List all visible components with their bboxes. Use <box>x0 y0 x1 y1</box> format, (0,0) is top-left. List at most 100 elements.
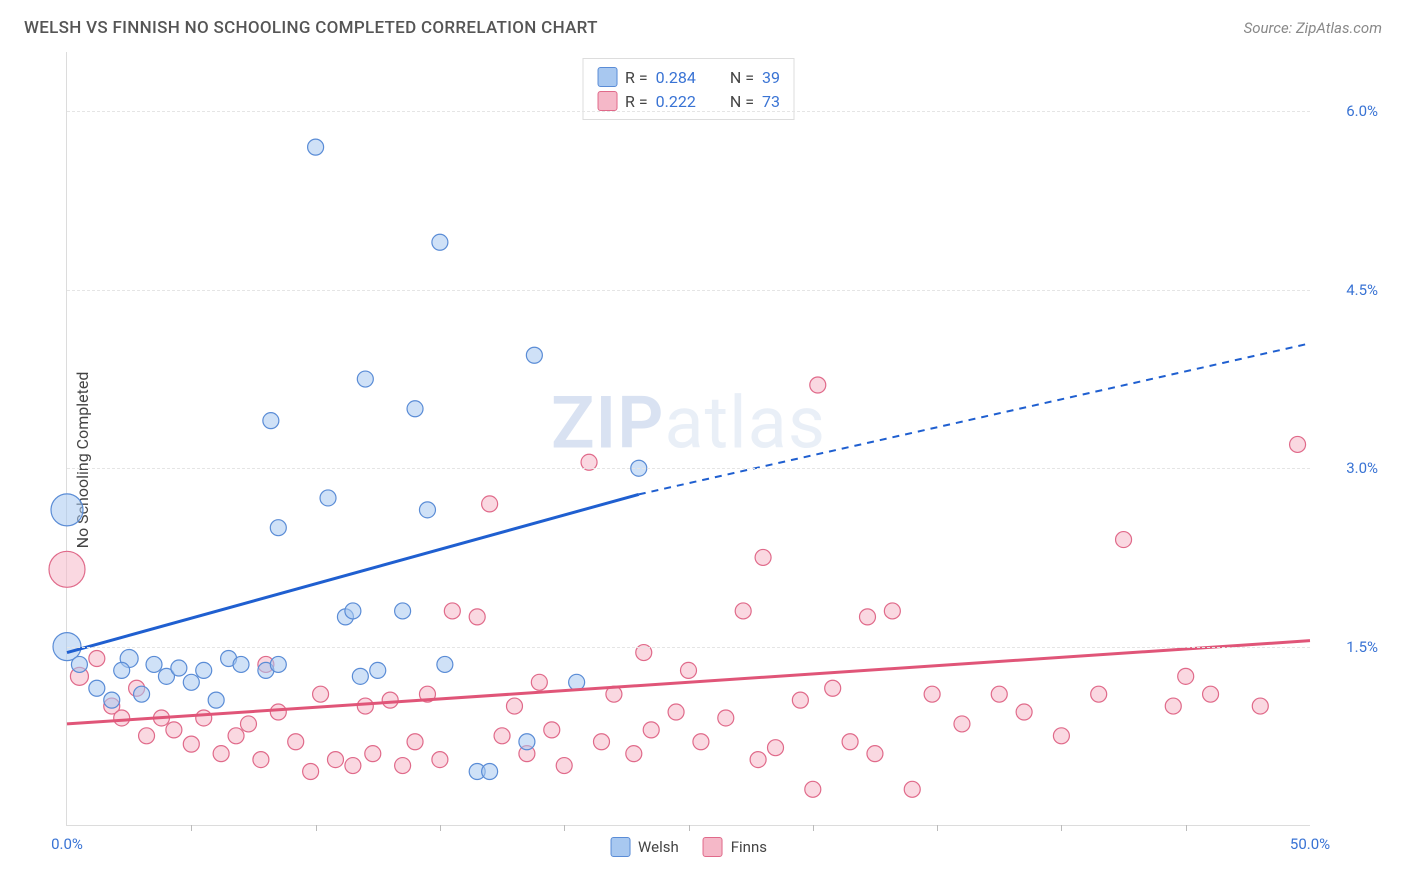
finns-point <box>556 758 572 774</box>
finns-point <box>867 746 883 762</box>
welsh-point <box>208 692 224 708</box>
finns-point <box>718 710 734 726</box>
x-tick <box>689 825 690 831</box>
welsh-point <box>308 139 324 155</box>
finns-point <box>626 746 642 762</box>
finns-point <box>904 781 920 797</box>
welsh-point <box>407 401 423 417</box>
finns-point <box>810 377 826 393</box>
welsh-point <box>183 674 199 690</box>
finns-point <box>444 603 460 619</box>
welsh-point <box>357 371 373 387</box>
welsh-point <box>196 662 212 678</box>
finns-point <box>432 752 448 768</box>
welsh-point <box>482 763 498 779</box>
welsh-point <box>320 490 336 506</box>
finns-point <box>1203 686 1219 702</box>
finns-point <box>240 716 256 732</box>
welsh-point <box>114 662 130 678</box>
finns-point <box>755 549 771 565</box>
finns-point <box>735 603 751 619</box>
gridline <box>67 290 1310 291</box>
y-tick-label: 1.5% <box>1318 638 1378 656</box>
welsh-point <box>419 502 435 518</box>
finns-point <box>1116 532 1132 548</box>
finns-point <box>1053 728 1069 744</box>
x-tick <box>316 825 317 831</box>
finns-point <box>1165 698 1181 714</box>
x-tick <box>191 825 192 831</box>
series-legend: Welsh Finns <box>610 837 767 857</box>
finns-point <box>954 716 970 732</box>
welsh-point <box>437 656 453 672</box>
finns-point <box>1178 668 1194 684</box>
gridline <box>67 647 1310 648</box>
x-tick <box>1061 825 1062 831</box>
welsh-point <box>352 668 368 684</box>
welsh-point <box>134 686 150 702</box>
x-tick-label: 0.0% <box>51 835 83 853</box>
finns-point <box>288 734 304 750</box>
welsh-point <box>395 603 411 619</box>
finns-point <box>1252 698 1268 714</box>
welsh-point <box>104 692 120 708</box>
finns-point <box>183 736 199 752</box>
finns-point <box>228 728 244 744</box>
finns-point <box>407 734 423 750</box>
welsh-swatch-icon <box>610 837 630 857</box>
finns-point <box>357 698 373 714</box>
welsh-trendline-dashed <box>639 343 1310 494</box>
finns-point <box>196 710 212 726</box>
finns-point <box>991 686 1007 702</box>
welsh-point <box>519 734 535 750</box>
finns-point <box>544 722 560 738</box>
finns-point <box>859 609 875 625</box>
finns-point <box>89 651 105 667</box>
welsh-point <box>270 520 286 536</box>
x-tick <box>1186 825 1187 831</box>
finns-point <box>593 734 609 750</box>
x-tick-label: 50.0% <box>1290 835 1330 853</box>
finns-trendline <box>67 641 1310 724</box>
legend-item-welsh: Welsh <box>610 837 679 857</box>
finns-point <box>139 728 155 744</box>
finns-point <box>825 680 841 696</box>
finns-point <box>924 686 940 702</box>
finns-point <box>345 758 361 774</box>
finns-point <box>805 781 821 797</box>
welsh-point <box>71 656 87 672</box>
legend-item-finns: Finns <box>703 837 767 857</box>
finns-point <box>693 734 709 750</box>
welsh-point <box>89 680 105 696</box>
finns-point <box>482 496 498 512</box>
finns-swatch-icon <box>703 837 723 857</box>
welsh-point <box>370 662 386 678</box>
chart-title: WELSH VS FINNISH NO SCHOOLING COMPLETED … <box>24 18 598 38</box>
welsh-point <box>171 660 187 676</box>
scatter-svg <box>67 52 1310 825</box>
finns-point <box>166 722 182 738</box>
welsh-point <box>526 347 542 363</box>
finns-point <box>382 692 398 708</box>
finns-point <box>643 722 659 738</box>
welsh-point <box>270 656 286 672</box>
finns-point <box>270 704 286 720</box>
y-tick-label: 6.0% <box>1318 102 1378 120</box>
x-tick <box>440 825 441 831</box>
gridline <box>67 468 1310 469</box>
welsh-point <box>569 674 585 690</box>
finns-point <box>531 674 547 690</box>
welsh-label: Welsh <box>638 838 679 856</box>
finns-point <box>327 752 343 768</box>
chart-container: No Schooling Completed ZIPatlas R = 0.28… <box>24 52 1382 868</box>
gridline <box>67 111 1310 112</box>
finns-point <box>213 746 229 762</box>
finns-point <box>469 609 485 625</box>
finns-point <box>395 758 411 774</box>
welsh-trendline-solid <box>67 494 639 652</box>
finns-point <box>365 746 381 762</box>
finns-point <box>303 763 319 779</box>
y-tick-label: 4.5% <box>1318 281 1378 299</box>
finns-point <box>792 692 808 708</box>
finns-point <box>253 752 269 768</box>
